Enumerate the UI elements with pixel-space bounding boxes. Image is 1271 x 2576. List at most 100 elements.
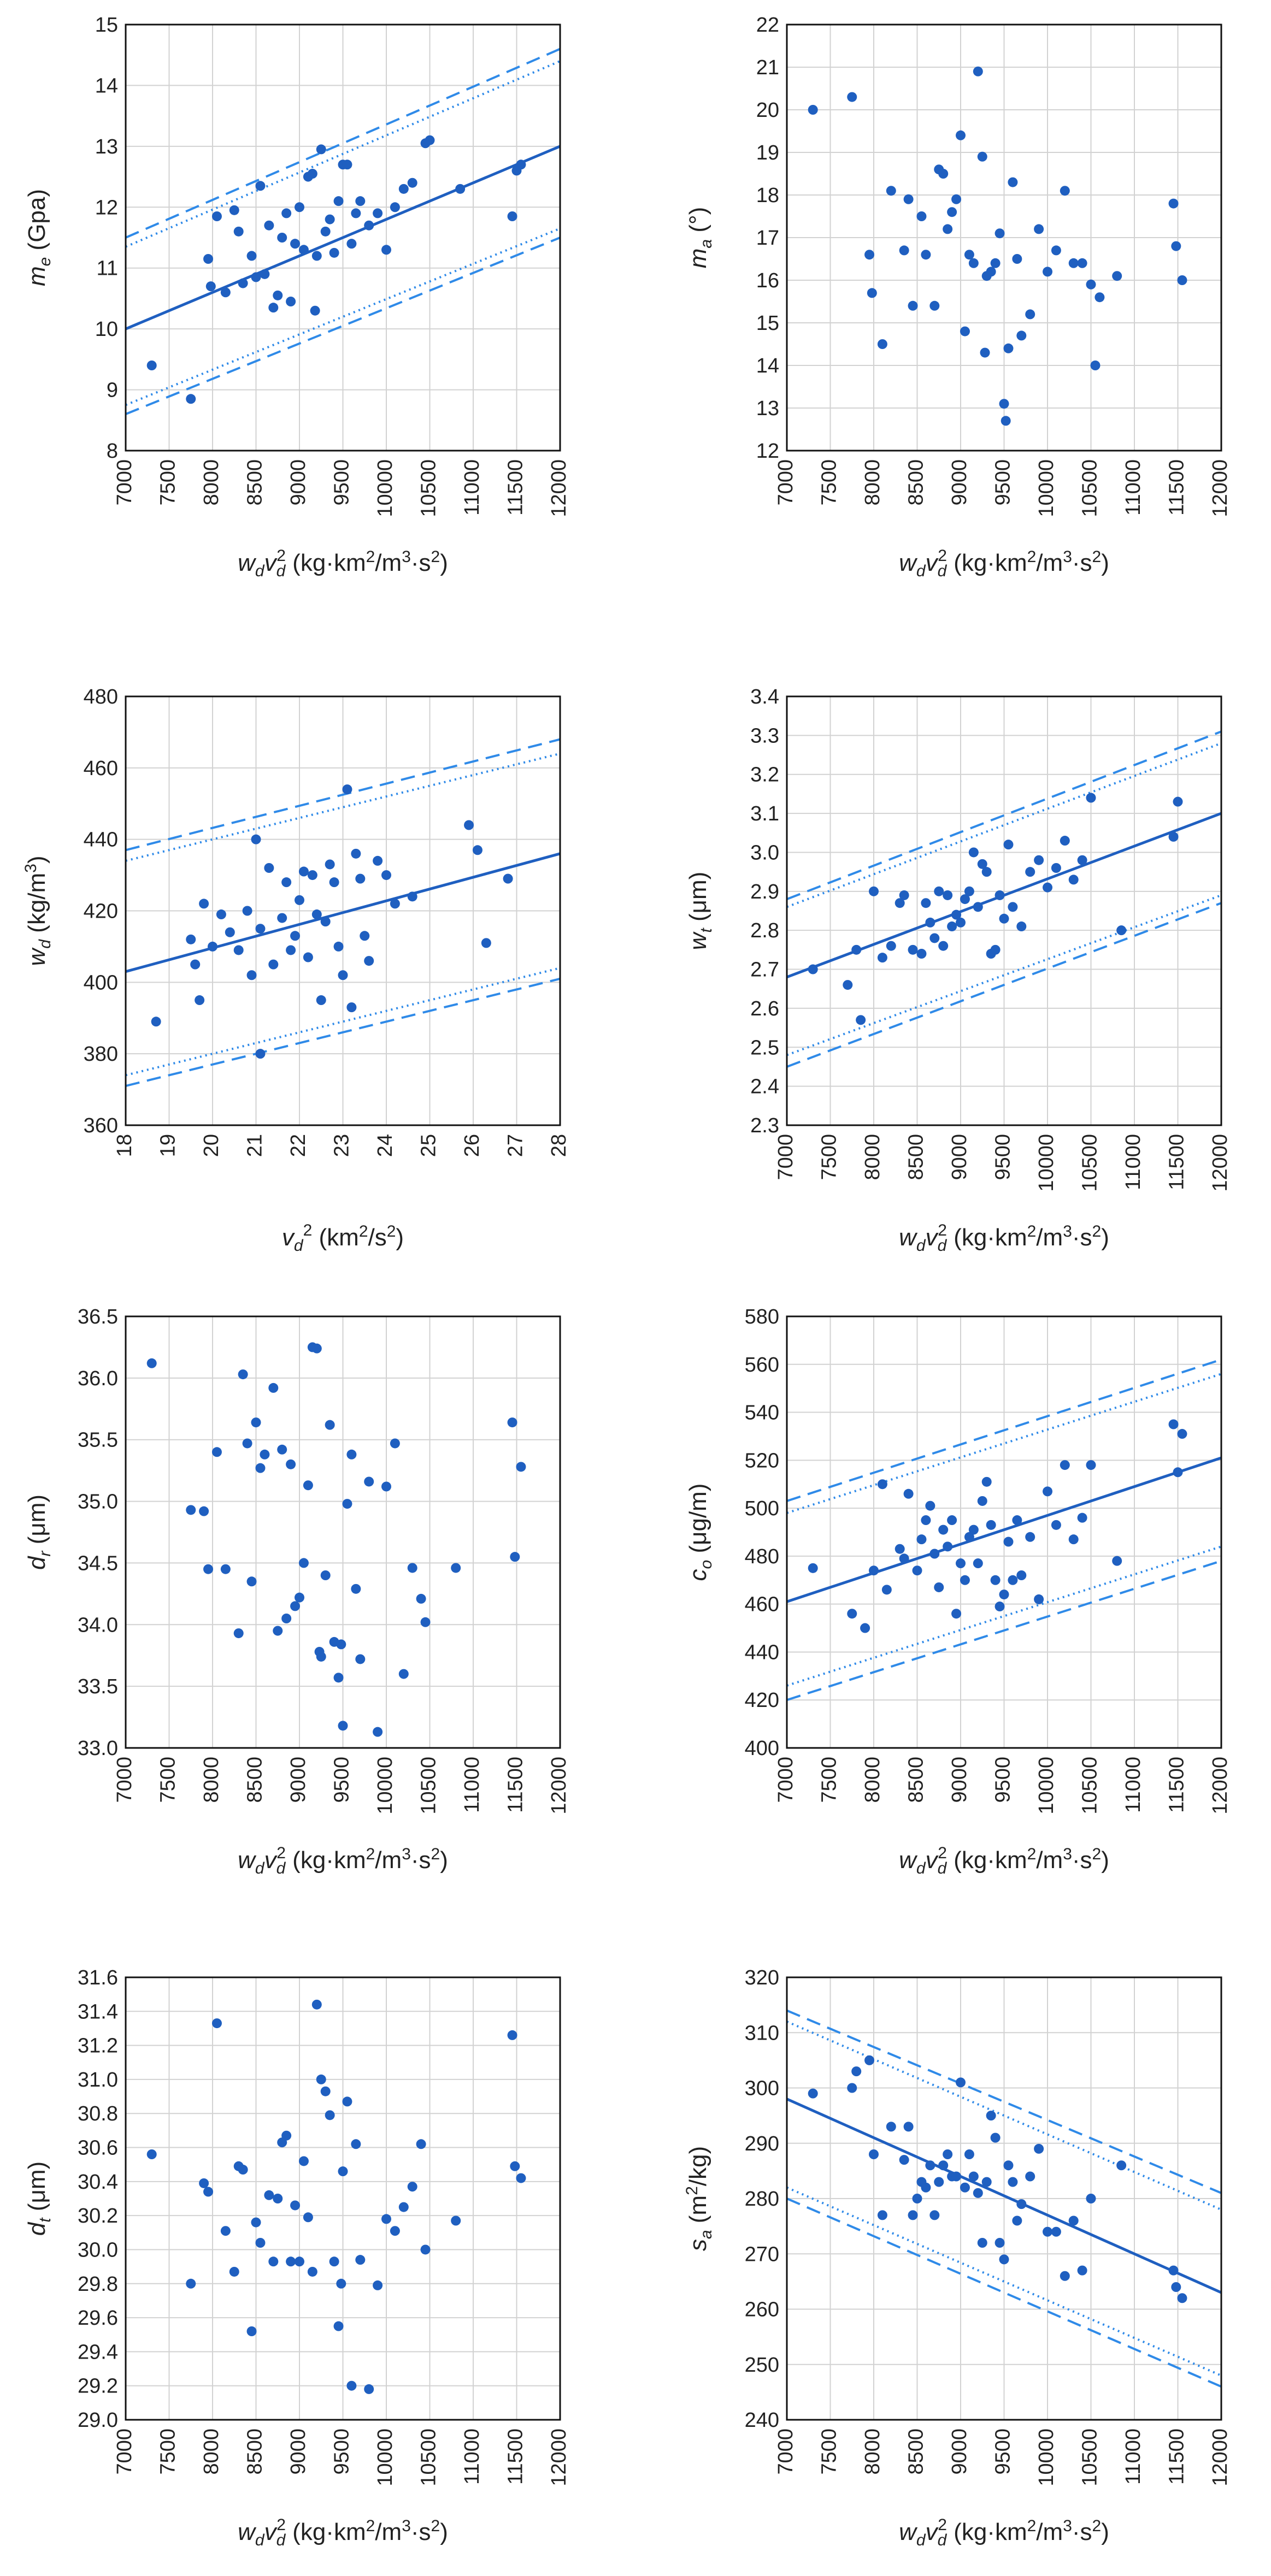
data-point	[1077, 1512, 1087, 1523]
data-point	[1177, 1429, 1187, 1439]
data-point	[895, 1544, 905, 1554]
x-tick-label: 9000	[948, 1757, 971, 1803]
y-tick-label: 320	[745, 1966, 779, 1989]
y-tick-label: 8	[107, 440, 118, 463]
data-point	[373, 855, 383, 866]
data-point	[264, 220, 274, 231]
data-point	[281, 1614, 292, 1623]
data-point	[956, 917, 966, 927]
data-point	[843, 980, 853, 990]
data-point	[311, 251, 322, 261]
data-point	[298, 2156, 309, 2166]
panel-8: 7000 7500 8000 8500 9000 9500 10000 10500 11000 1…	[683, 1966, 1232, 2549]
data-point	[968, 1525, 979, 1535]
x-tick-label: 7000	[774, 459, 797, 506]
data-point	[847, 2083, 857, 2093]
x-tick-label: 9000	[287, 2429, 310, 2475]
data-point	[338, 970, 348, 980]
data-point	[373, 1727, 383, 1737]
data-point	[938, 169, 949, 179]
data-point	[934, 1582, 944, 1592]
data-point	[1008, 902, 1018, 912]
data-point	[420, 2244, 431, 2255]
x-tick-label: 9500	[992, 459, 1015, 506]
data-point	[1168, 1419, 1179, 1429]
data-point	[1016, 330, 1027, 341]
data-point	[925, 2160, 935, 2171]
data-point	[947, 921, 957, 932]
data-point	[951, 2171, 962, 2182]
y-tick-label: 2.9	[750, 881, 779, 903]
data-point	[364, 2384, 374, 2394]
confidence-band-outer-lower	[786, 902, 1222, 1068]
data-point	[336, 2278, 346, 2289]
data-point	[146, 361, 157, 370]
data-point	[364, 1476, 374, 1487]
data-point	[425, 135, 435, 145]
x-tick-label: 8000	[861, 1134, 884, 1180]
data-point	[956, 130, 966, 140]
data-point	[1016, 2199, 1027, 2209]
data-point	[1077, 2265, 1087, 2276]
data-point	[351, 208, 361, 218]
x-tick-label: 10000	[1035, 1134, 1058, 1192]
x-tick-label: 8000	[200, 1757, 223, 1803]
x-tick-label: 11500	[1166, 1134, 1188, 1190]
data-point	[973, 2188, 983, 2198]
data-point	[286, 2256, 296, 2267]
data-point	[146, 1358, 157, 1368]
data-point	[1051, 245, 1061, 256]
plot-frame	[125, 1315, 561, 1749]
panel-6: 7000 7500 8000 8500 9000 9500 10000 10500 11000 1…	[685, 1305, 1232, 1877]
data-point	[390, 899, 400, 909]
data-point	[851, 2066, 862, 2077]
data-point	[373, 2280, 383, 2290]
data-point	[999, 1590, 1009, 1600]
data-point	[1025, 309, 1035, 320]
panel-5: 7000 7500 8000 8500 9000 9500 10000 10500 11000 1…	[23, 1305, 570, 1877]
y-tick-label: 2.8	[750, 919, 779, 942]
y-tick-label: 31.4	[78, 2000, 118, 2023]
x-tick-label: 11500	[504, 459, 527, 516]
data-point	[186, 2278, 196, 2289]
data-point	[867, 288, 877, 298]
data-point	[208, 941, 217, 952]
data-point	[481, 938, 491, 948]
y-tick-label: 2.5	[750, 1036, 779, 1059]
data-point	[186, 934, 196, 944]
y-tick-label: 17	[756, 227, 779, 250]
data-point	[960, 2182, 970, 2193]
regression-line	[786, 2098, 1222, 2294]
data-point	[242, 906, 252, 916]
data-point	[286, 297, 296, 306]
data-point	[908, 944, 918, 955]
data-point	[338, 2166, 348, 2177]
data-point	[325, 859, 335, 870]
x-tick-label: 12000	[1209, 459, 1232, 517]
data-point	[311, 1999, 322, 2010]
data-point	[507, 211, 517, 221]
y-tick-label: 440	[84, 829, 118, 852]
x-tick-label: 19	[157, 1134, 180, 1157]
data-point	[999, 2254, 1009, 2265]
data-point	[1034, 2143, 1044, 2154]
y-tick-label: 12	[756, 440, 779, 463]
x-tick-label: 9000	[948, 1134, 971, 1180]
regression-line	[125, 145, 561, 330]
x-tick-label: 8000	[200, 459, 223, 506]
data-point	[925, 917, 935, 927]
data-point	[903, 194, 914, 204]
x-tick-label: 7000	[774, 1757, 797, 1803]
data-point	[355, 873, 366, 884]
y-tick-label: 3.2	[750, 764, 779, 787]
data-point	[951, 909, 962, 920]
panel-7: 7000 7500 8000 8500 9000 9500 10000 10500 11000 1…	[23, 1966, 570, 2549]
data-point	[1051, 2226, 1061, 2237]
y-tick-label: 500	[745, 1497, 779, 1520]
data-point	[281, 2130, 292, 2141]
x-tick-label: 7000	[113, 2429, 136, 2475]
data-point	[351, 848, 361, 859]
data-point	[1012, 2215, 1022, 2226]
x-tick-label: 25	[417, 1134, 440, 1157]
data-point	[329, 877, 339, 888]
